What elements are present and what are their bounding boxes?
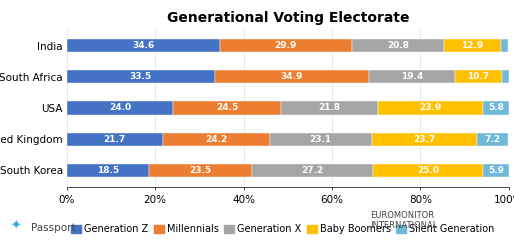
Text: 27.2: 27.2 [302,166,324,175]
Text: 21.7: 21.7 [104,135,126,144]
Text: 24.2: 24.2 [205,135,227,144]
Bar [220,39,352,52]
Text: Passport: Passport [31,223,76,233]
Text: 21.8: 21.8 [318,103,340,113]
Text: 24.5: 24.5 [216,103,238,113]
Title: Generational Voting Electorate: Generational Voting Electorate [167,11,409,25]
Bar [67,70,215,84]
Text: EUROMONITOR
INTERNATIONAL: EUROMONITOR INTERNATIONAL [370,211,437,230]
Text: 29.9: 29.9 [274,41,297,50]
Text: 23.7: 23.7 [413,135,435,144]
Bar [455,70,502,84]
Text: 5.8: 5.8 [488,103,504,113]
Bar [483,164,509,177]
Text: 34.6: 34.6 [132,41,154,50]
Bar [149,164,252,177]
Bar [444,39,501,52]
Bar [378,102,483,114]
Text: 10.7: 10.7 [468,72,490,81]
Text: 12.9: 12.9 [461,41,484,50]
Text: 23.1: 23.1 [310,135,332,144]
Bar [252,164,373,177]
Bar [476,132,508,146]
Bar [369,70,455,84]
Text: 18.5: 18.5 [97,166,119,175]
Bar [163,132,270,146]
Bar [373,164,483,177]
Bar [501,39,508,52]
Bar [270,132,372,146]
Bar [483,102,509,114]
Bar [173,102,281,114]
Legend: Generation Z, Millennials, Generation X, Baby Boomers, Silent Generation: Generation Z, Millennials, Generation X,… [67,221,498,238]
Bar [67,39,220,52]
Bar [215,70,369,84]
Text: 34.9: 34.9 [281,72,303,81]
Text: 24.0: 24.0 [109,103,131,113]
Text: 23.5: 23.5 [190,166,212,175]
Text: 19.4: 19.4 [401,72,423,81]
Bar [67,164,149,177]
Text: 23.9: 23.9 [419,103,442,113]
Bar [372,132,476,146]
Bar [352,39,444,52]
Bar [281,102,378,114]
Bar [67,102,173,114]
Text: 20.8: 20.8 [387,41,409,50]
Bar [67,132,163,146]
Text: 33.5: 33.5 [130,72,152,81]
Text: 25.0: 25.0 [417,166,439,175]
Text: 5.9: 5.9 [488,166,504,175]
Text: 7.2: 7.2 [485,135,501,144]
Bar [502,70,509,84]
Text: ✦: ✦ [10,220,21,233]
